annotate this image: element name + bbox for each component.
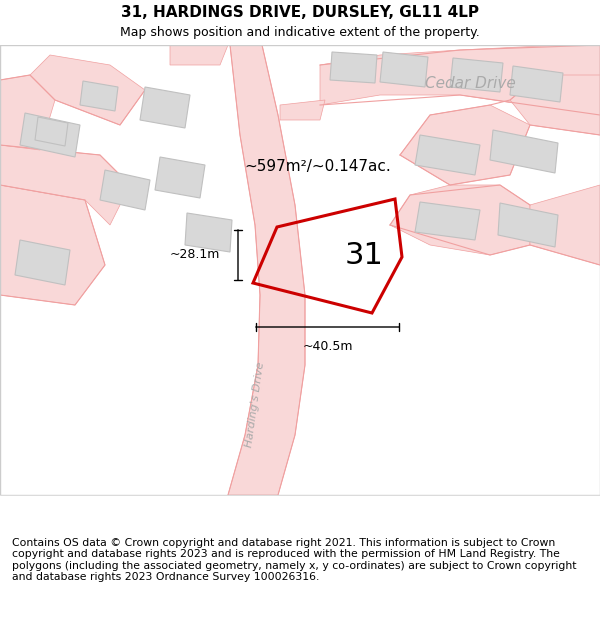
- Polygon shape: [155, 157, 205, 198]
- Polygon shape: [15, 240, 70, 285]
- Polygon shape: [498, 203, 558, 247]
- Text: ~40.5m: ~40.5m: [302, 341, 353, 354]
- Text: Map shows position and indicative extent of the property.: Map shows position and indicative extent…: [120, 26, 480, 39]
- Polygon shape: [510, 75, 600, 135]
- Polygon shape: [320, 45, 600, 115]
- Text: Harding's Drive: Harding's Drive: [244, 361, 266, 449]
- Polygon shape: [80, 81, 118, 111]
- Polygon shape: [0, 145, 130, 225]
- Polygon shape: [100, 170, 150, 210]
- Text: 31, HARDINGS DRIVE, DURSLEY, GL11 4LP: 31, HARDINGS DRIVE, DURSLEY, GL11 4LP: [121, 5, 479, 20]
- Text: Contains OS data © Crown copyright and database right 2021. This information is : Contains OS data © Crown copyright and d…: [12, 538, 577, 582]
- Polygon shape: [450, 58, 503, 92]
- Polygon shape: [185, 213, 232, 252]
- Polygon shape: [0, 75, 55, 150]
- Polygon shape: [490, 130, 558, 173]
- Polygon shape: [330, 52, 377, 83]
- Polygon shape: [380, 52, 428, 87]
- Polygon shape: [415, 135, 480, 175]
- Polygon shape: [530, 185, 600, 265]
- Polygon shape: [170, 45, 228, 65]
- Polygon shape: [35, 117, 68, 146]
- Polygon shape: [280, 100, 325, 120]
- Polygon shape: [400, 105, 530, 185]
- Polygon shape: [228, 45, 305, 495]
- Polygon shape: [415, 202, 480, 240]
- Text: ~597m²/~0.147ac.: ~597m²/~0.147ac.: [245, 159, 391, 174]
- Polygon shape: [20, 113, 80, 157]
- Polygon shape: [390, 185, 530, 255]
- Polygon shape: [140, 87, 190, 128]
- Polygon shape: [510, 66, 563, 102]
- Text: Cedar Drive: Cedar Drive: [425, 76, 515, 91]
- Text: 31: 31: [344, 241, 383, 270]
- Text: ~28.1m: ~28.1m: [170, 249, 220, 261]
- Polygon shape: [0, 185, 105, 305]
- Polygon shape: [30, 55, 145, 125]
